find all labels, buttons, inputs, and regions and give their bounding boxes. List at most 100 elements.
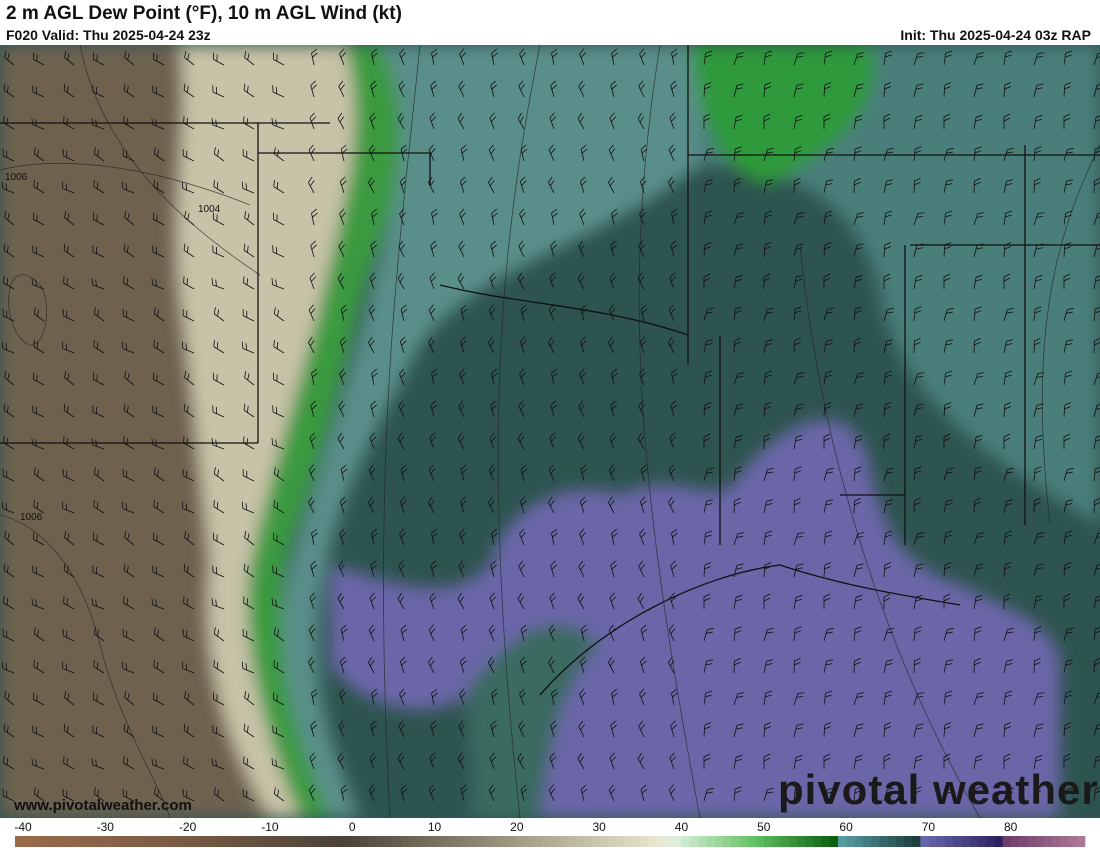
wind-barb (943, 499, 954, 514)
wind-barb (91, 758, 105, 770)
wind-barb (181, 501, 195, 514)
wind-barb (793, 243, 804, 258)
wind-barb (550, 80, 558, 98)
wind-barb (703, 530, 713, 546)
colorbar-cell (122, 836, 131, 847)
colorbar-cell (550, 836, 559, 847)
wind-barb (243, 116, 255, 130)
wind-barb (608, 144, 616, 162)
wind-barb (703, 627, 714, 642)
wind-barb (973, 563, 984, 578)
wind-barb (703, 562, 712, 578)
wind-barb (883, 50, 893, 66)
wind-barb (399, 336, 407, 354)
wind-barb (491, 528, 498, 546)
wind-barb (488, 144, 496, 162)
wind-barb (943, 467, 954, 482)
wind-barb (973, 177, 981, 194)
wind-barb (93, 307, 105, 322)
wind-barb (491, 208, 498, 226)
wind-barb (340, 784, 348, 802)
wind-barb (639, 336, 647, 354)
valid-time: F020 Valid: Thu 2025-04-24 23z (6, 27, 211, 43)
wind-barb (913, 403, 924, 418)
wind-barb (337, 272, 345, 290)
wind-barb (733, 626, 742, 642)
wind-barb (883, 113, 891, 129)
wind-barb (63, 563, 75, 578)
wind-barb (519, 336, 527, 354)
wind-barb (151, 118, 165, 130)
wind-barb (608, 624, 616, 642)
wind-barb (213, 307, 225, 322)
colorbar-cell (352, 836, 361, 847)
wind-barb (460, 624, 468, 642)
wind-barb (243, 243, 255, 258)
wind-barb (733, 52, 745, 66)
wind-barb (309, 592, 317, 610)
wind-barb (64, 690, 75, 706)
wind-barb (548, 496, 555, 514)
wind-barb (3, 403, 15, 418)
wind-barb (823, 530, 833, 546)
wind-barb (639, 48, 646, 66)
wind-barb (671, 368, 678, 386)
wind-barb (1063, 273, 1071, 289)
colorbar-cell (632, 836, 641, 847)
wind-barb (733, 466, 742, 482)
wind-barb (123, 723, 135, 738)
wind-barb (943, 787, 954, 802)
wind-barb (853, 146, 862, 162)
wind-barb (763, 402, 772, 418)
colorbar-cell (1035, 836, 1045, 847)
wind-barb (399, 656, 407, 674)
wind-barb (242, 149, 255, 162)
wind-barb (1063, 113, 1071, 129)
wind-barb (338, 400, 345, 418)
colorbar: -40 -30 -20 -10 0 10 20 30 40 50 60 70 80 (14, 820, 1086, 847)
wind-barb (823, 339, 834, 354)
wind-barb (429, 592, 437, 610)
wind-barb (242, 309, 255, 322)
wind-barb (640, 304, 648, 322)
wind-barb (580, 144, 588, 162)
wind-barb (400, 464, 408, 482)
wind-barb (1033, 723, 1044, 738)
wind-barb (913, 434, 923, 450)
wind-barb (551, 528, 558, 546)
wind-barb (973, 52, 985, 66)
colorbar-cell (410, 836, 419, 847)
wind-barb (338, 560, 345, 578)
wind-barb (92, 725, 105, 738)
wind-barb (793, 692, 805, 706)
wind-barb (242, 629, 255, 642)
wind-barb (183, 276, 195, 290)
wind-barb (33, 467, 45, 482)
wind-barb (703, 82, 712, 98)
wind-barb (609, 272, 617, 290)
wind-barb (973, 466, 982, 482)
colorbar-tick-label: -30 (97, 820, 115, 834)
wind-barb (2, 309, 15, 322)
wind-barb (488, 656, 495, 674)
wind-barb (703, 242, 712, 258)
colorbar-cell (508, 836, 518, 847)
wind-barb (733, 754, 743, 770)
wind-barb (517, 592, 525, 610)
colorbar-cell (1076, 836, 1086, 847)
wind-barb (397, 592, 405, 610)
wind-barb (578, 240, 585, 258)
colorbar-cell (813, 836, 822, 847)
wind-barb (272, 725, 285, 738)
wind-barb (309, 752, 317, 770)
wind-barb (91, 598, 105, 610)
wind-barb (853, 692, 865, 706)
colorbar-cell (895, 836, 905, 847)
wind-barb (151, 758, 165, 770)
wind-barb (973, 723, 984, 738)
wind-barb (429, 112, 437, 130)
wind-barb (213, 467, 225, 482)
wind-barb (548, 144, 556, 162)
wind-barb (243, 276, 255, 290)
wind-barb (1003, 113, 1011, 129)
